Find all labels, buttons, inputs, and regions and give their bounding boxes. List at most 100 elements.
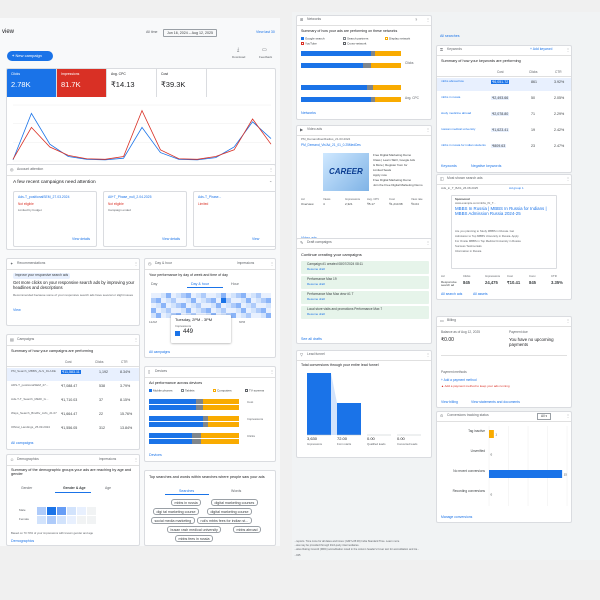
new-campaign-button[interactable]: + New campaign — [7, 51, 53, 61]
heatmap-cell[interactable] — [211, 293, 216, 298]
heatmap-cell[interactable] — [216, 303, 221, 308]
keyword-name[interactable]: mbbs in russia — [441, 95, 461, 99]
heatmap-cell[interactable] — [171, 308, 176, 313]
heatmap-cell[interactable] — [166, 293, 171, 298]
campaign-name[interactable]: ADS-T_positionalSEM_27... — [11, 384, 49, 387]
legend-item[interactable]: Search partners — [343, 37, 368, 41]
device-bar-segment[interactable] — [203, 416, 209, 421]
attention-campaign-name[interactable]: Ads-T_positionalSEM_27.03.2024 — [18, 195, 70, 199]
device-bar-segment[interactable] — [149, 399, 196, 404]
heatmap-cell[interactable] — [201, 308, 206, 313]
heatmap-cell[interactable] — [261, 303, 266, 308]
device-bar-segment[interactable] — [195, 405, 203, 410]
heatmap-cell[interactable] — [151, 293, 156, 298]
device-bar-segment[interactable] — [208, 416, 239, 421]
heatmap-cell[interactable] — [221, 303, 226, 308]
heatmap-cell[interactable] — [246, 293, 251, 298]
heatmap-cell[interactable] — [161, 298, 166, 303]
heatmap-cell[interactable] — [181, 308, 186, 313]
demographics-cell[interactable] — [37, 507, 47, 516]
draft-item[interactable]: Local store visits and promotions Perfor… — [301, 306, 429, 319]
network-bar-segment[interactable] — [363, 63, 371, 68]
heatmap-cell[interactable] — [156, 293, 161, 298]
demographics-cell[interactable] — [87, 507, 97, 516]
device-bar-segment[interactable] — [192, 433, 202, 438]
feedback-icon[interactable]: ▭ — [262, 47, 267, 53]
attention-campaign[interactable]: Ads-T_Phase... Limited View — [193, 191, 275, 247]
networks-cpc-dropdown[interactable]: Avg. CPC — [405, 96, 419, 100]
more-icon[interactable]: ⋮ — [426, 17, 430, 22]
heatmap-cell[interactable] — [221, 298, 226, 303]
table-row[interactable]: PM_Search_MBBS_ALS_DLADE ₹11,583.11 1,192 8… — [7, 368, 139, 381]
table-row[interactable]: mbbs in russia for indian students ₹809.6… — [437, 142, 571, 155]
legend-checkbox[interactable] — [181, 389, 184, 392]
more-icon[interactable]: ⋮ — [566, 176, 570, 181]
heatmap-cell[interactable] — [206, 293, 211, 298]
legend-item[interactable]: Tablets — [181, 389, 195, 393]
network-bar-segment[interactable] — [301, 63, 363, 68]
demographics-link[interactable]: Demographics — [11, 539, 35, 543]
heatmap-cell[interactable] — [246, 298, 251, 303]
network-bar-segment[interactable] — [301, 51, 371, 56]
table-row[interactable]: ADS-T_positionalSEM_27... ₹7,088.47 538 3.7… — [7, 382, 139, 395]
table-row[interactable]: study medicine abroad ₹2,078.80 71 2.29% — [437, 110, 571, 123]
heatmap-cell[interactable] — [256, 308, 261, 313]
heatmap-cell[interactable] — [186, 303, 191, 308]
date-range-picker[interactable]: Jun 16, 2024 – Aug 12, 2025 — [163, 29, 217, 38]
draft-name[interactable]: Performance Max Max view #1 T — [307, 292, 354, 296]
heatmap-cell[interactable] — [256, 313, 261, 318]
heatmap-cell[interactable] — [266, 313, 271, 318]
device-bar-segment[interactable] — [149, 433, 193, 438]
heatmap-cell[interactable] — [206, 308, 211, 313]
legend-item[interactable]: Mobile phones — [149, 389, 173, 393]
legend-checkbox[interactable] — [343, 42, 346, 45]
all-campaigns-link[interactable]: All campaigns — [11, 441, 34, 445]
heatmap-cell[interactable] — [191, 298, 196, 303]
network-bar-segment[interactable] — [375, 51, 401, 56]
table-row[interactable]: Ways_Search_Bindfiv_Ad's_21.07.2024 ₹1,66… — [7, 410, 139, 423]
heatmap-cell[interactable] — [196, 298, 201, 303]
demographics-cell[interactable] — [37, 516, 47, 525]
search-term-chip[interactable]: mbbs in russia — [171, 499, 202, 507]
device-bar-segment[interactable] — [149, 416, 203, 421]
add-keyword-button[interactable]: + Add keyword — [530, 47, 552, 52]
campaign-name[interactable]: Ads-T-T_Search_MEDI_G... — [11, 398, 49, 401]
day-hour-tab[interactable]: Day — [151, 282, 158, 286]
demographics-tab[interactable]: Age — [105, 486, 112, 490]
heatmap-cell[interactable] — [236, 308, 241, 313]
heatmap-cell[interactable] — [266, 298, 271, 303]
heatmap-cell[interactable] — [251, 313, 256, 318]
more-icon[interactable]: ⋮ — [270, 261, 274, 266]
device-bar-segment[interactable] — [195, 399, 203, 404]
more-icon[interactable]: ⋮ — [134, 261, 138, 266]
heatmap-cell[interactable] — [166, 298, 171, 303]
table-row[interactable]: Ads-T-T_Search_MEDI_G... ₹1,710.03 37 8.15% — [7, 396, 139, 409]
heatmap-cell[interactable] — [241, 303, 246, 308]
more-icon[interactable]: ⋮ — [426, 240, 430, 245]
draft-name[interactable]: Performance Max 19 — [307, 277, 337, 281]
demographics-cell[interactable] — [67, 516, 77, 525]
legend-checkbox[interactable] — [213, 389, 216, 392]
attention-campaign-name[interactable]: Ads-T_Phase... — [198, 195, 222, 199]
see-all-drafts-link[interactable]: See all drafts — [301, 337, 322, 341]
demographics-tab[interactable]: Gender — [21, 486, 33, 490]
legend-checkbox[interactable] — [245, 389, 248, 392]
demographics-cell[interactable] — [67, 507, 77, 516]
network-bar-segment[interactable] — [367, 85, 373, 90]
draft-resume-link[interactable]: Resume draft — [307, 282, 326, 286]
heatmap-cell[interactable] — [206, 303, 211, 308]
heatmap-cell[interactable] — [151, 308, 156, 313]
demographics-dropdown[interactable]: Impressions — [99, 457, 117, 461]
heatmap-cell[interactable] — [221, 293, 226, 298]
heatmap-cell[interactable] — [191, 308, 196, 313]
more-icon[interactable]: ⋮ — [426, 352, 430, 357]
tab-words[interactable]: Words — [231, 489, 242, 493]
heatmap-cell[interactable] — [196, 303, 201, 308]
heatmap-cell[interactable] — [191, 303, 196, 308]
table-row[interactable]: mbbs abroad low ₹6,051.72 861 3.92% — [437, 78, 571, 91]
draft-resume-link[interactable]: Resume draft — [307, 267, 326, 271]
draft-item[interactable]: Performance Max Max view #1 T Resume draf… — [301, 291, 429, 304]
heatmap-cell[interactable] — [201, 293, 206, 298]
devices-link[interactable]: Devices — [149, 453, 162, 457]
heatmap-cell[interactable] — [161, 308, 166, 313]
